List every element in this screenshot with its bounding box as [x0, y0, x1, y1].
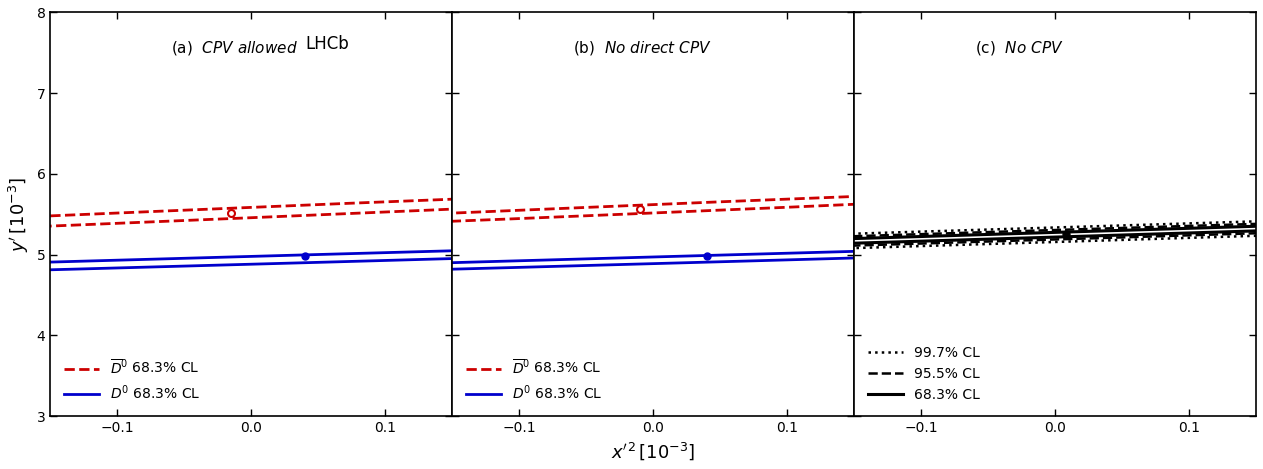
- Text: LHCb: LHCb: [304, 35, 349, 53]
- Text: (b)  $\mathit{No\ direct\ CPV}$: (b) $\mathit{No\ direct\ CPV}$: [573, 38, 712, 57]
- Legend: $\overline{D}^0$ 68.3% CL, $D^0$ 68.3% CL: $\overline{D}^0$ 68.3% CL, $D^0$ 68.3% C…: [57, 351, 207, 409]
- Legend: 99.7% CL, 95.5% CL, 68.3% CL: 99.7% CL, 95.5% CL, 68.3% CL: [861, 339, 986, 409]
- X-axis label: $x'^{2}\,[10^{-3}]$: $x'^{2}\,[10^{-3}]$: [611, 440, 696, 462]
- Text: (c)  $\mathit{No\ CPV}$: (c) $\mathit{No\ CPV}$: [975, 38, 1063, 57]
- Text: (a)  $\mathit{CPV\ allowed}$: (a) $\mathit{CPV\ allowed}$: [171, 38, 298, 57]
- Y-axis label: $y'\,[10^{-3}]$: $y'\,[10^{-3}]$: [6, 176, 32, 252]
- Legend: $\overline{D}^0$ 68.3% CL, $D^0$ 68.3% CL: $\overline{D}^0$ 68.3% CL, $D^0$ 68.3% C…: [460, 351, 609, 409]
